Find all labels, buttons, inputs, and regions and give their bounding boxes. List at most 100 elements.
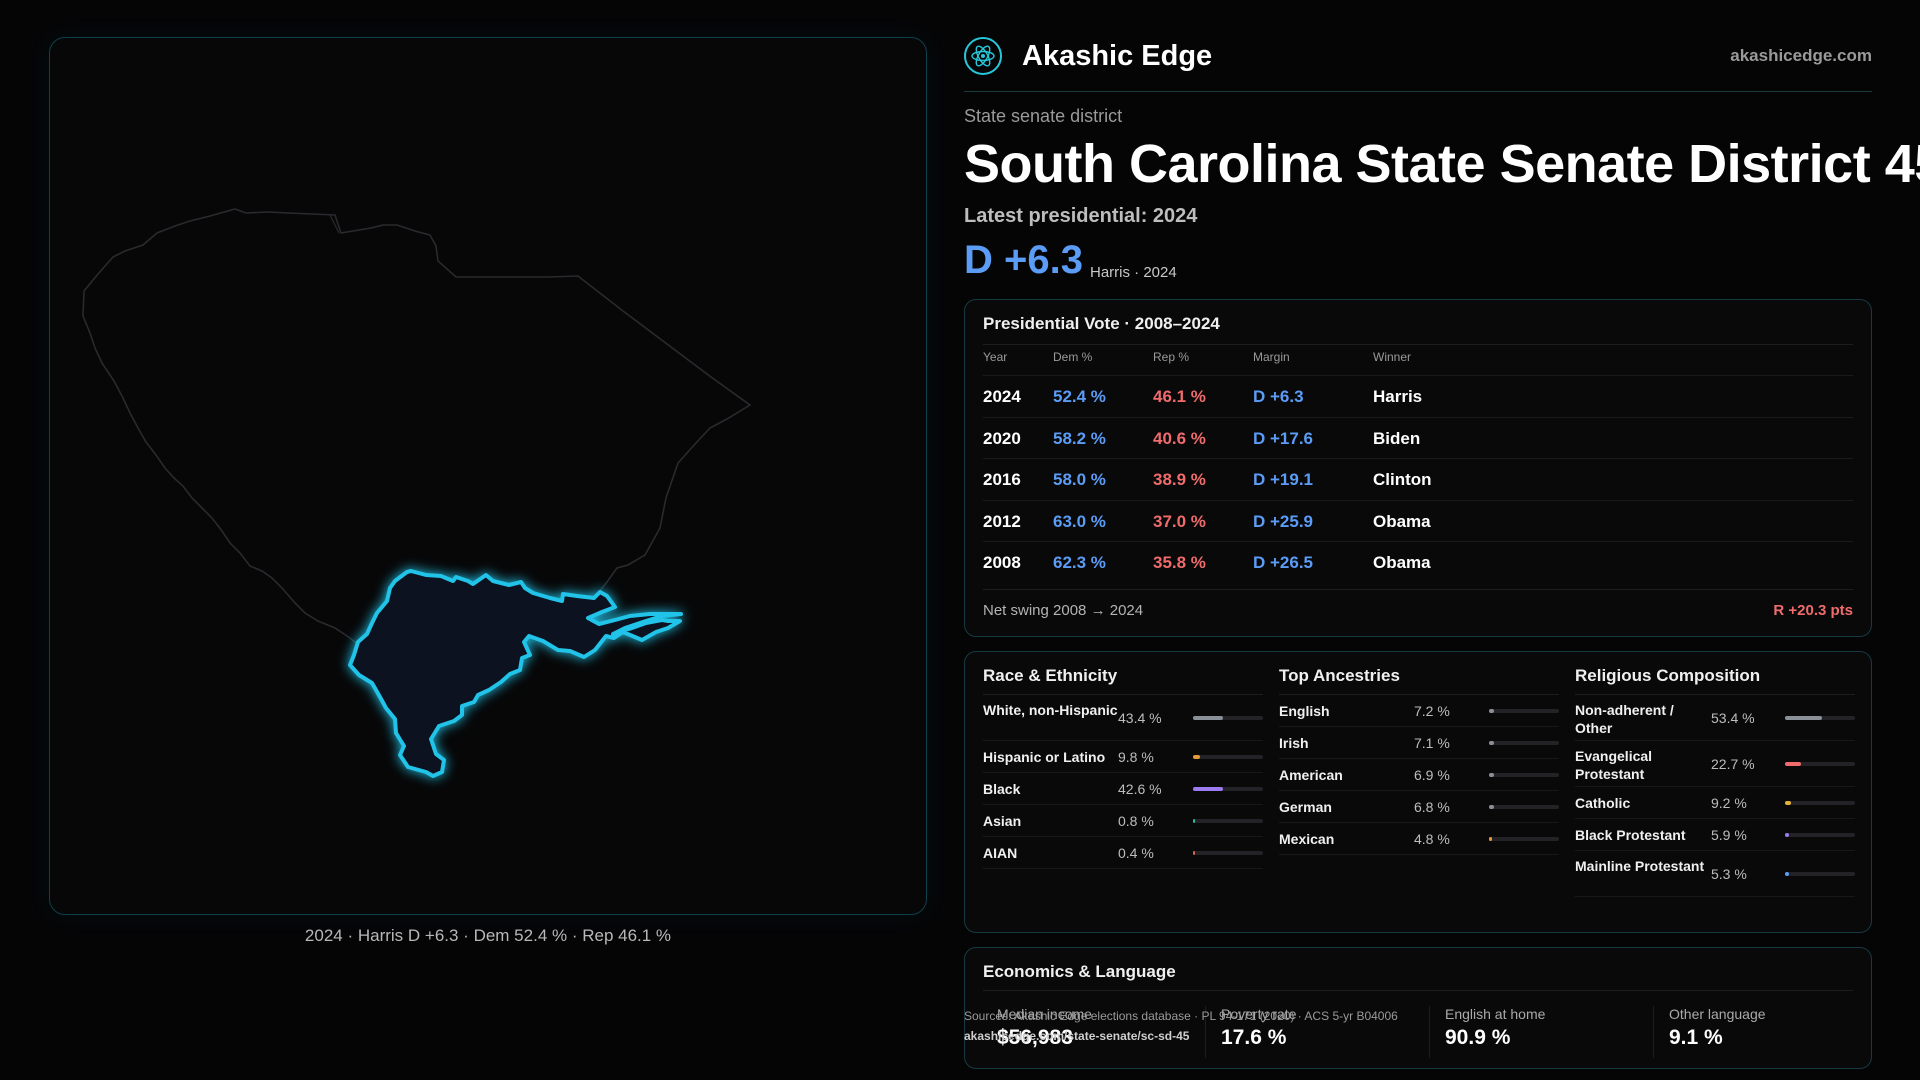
race-ethnicity-section: Race & Ethnicity White, non-Hispanic 43.4…	[983, 652, 1263, 932]
item-bar-fill	[1489, 741, 1494, 745]
item-percent: 0.4 %	[1118, 845, 1154, 861]
cell-winner: Harris	[1373, 387, 1423, 406]
net-swing-value: R +20.3 pts	[1773, 602, 1853, 619]
item-bar-fill	[1193, 851, 1195, 855]
table-row[interactable]: 2012 63.0 % 37.0 % D +25.9 Obama	[983, 499, 1853, 541]
divider	[983, 694, 1263, 695]
col-winner: Winner	[1373, 350, 1412, 364]
divider	[983, 589, 1853, 590]
latest-margin-sub: Harris · 2024	[1090, 264, 1177, 281]
county-line	[329, 214, 340, 234]
list-item: Black Protestant 5.9 %	[1575, 819, 1855, 851]
cell-rep: 38.9 %	[1153, 470, 1206, 489]
divider	[1205, 1006, 1206, 1058]
economics-title: Economics & Language	[983, 962, 1176, 981]
stat-label: Median income	[997, 1006, 1092, 1022]
stat-label: Other language	[1669, 1006, 1766, 1022]
item-bar-fill	[1785, 801, 1792, 805]
item-label: Non-adherent / Other	[1575, 702, 1674, 736]
source-line: Sources: Akashic Edge elections database…	[964, 1009, 1398, 1023]
item-label: Black Protestant	[1575, 827, 1686, 843]
divider	[1653, 1006, 1654, 1058]
item-percent: 43.4 %	[1118, 710, 1162, 726]
item-bar-fill	[1489, 805, 1494, 809]
header-divider	[964, 91, 1872, 92]
item-percent: 6.8 %	[1414, 799, 1450, 815]
cell-year: 2020	[983, 428, 1021, 448]
cell-dem: 58.0 %	[1053, 470, 1106, 489]
brand-name[interactable]: Akashic Edge	[1022, 39, 1213, 72]
table-row[interactable]: 2020 58.2 % 40.6 % D +17.6 Biden	[983, 416, 1853, 458]
table-row[interactable]: 2008 62.3 % 35.8 % D +26.5 Obama	[983, 541, 1853, 582]
item-label: English	[1279, 703, 1330, 719]
divider	[1279, 694, 1559, 695]
item-bar-fill	[1193, 787, 1223, 791]
item-label: Black	[983, 781, 1021, 797]
district-map[interactable]	[49, 37, 927, 915]
source-note: Sources: Akashic Edge elections database…	[964, 1006, 1398, 1046]
cell-year: 2024	[983, 387, 1021, 406]
item-bar	[1193, 819, 1263, 823]
item-bar	[1193, 755, 1263, 759]
item-bar-fill	[1785, 833, 1790, 837]
item-percent: 4.8 %	[1414, 831, 1450, 847]
item-percent: 9.2 %	[1711, 795, 1747, 811]
table-row[interactable]: 2016 58.0 % 38.9 % D +19.1 Clinton	[983, 458, 1853, 499]
latest-presidential-label: Latest presidential: 2024	[964, 205, 1198, 227]
latest-margin: D +6.3	[964, 238, 1083, 282]
map-caption: 2024 · Harris D +6.3 · Dem 52.4 % · Rep …	[304, 926, 672, 945]
cell-rep: 35.8 %	[1153, 553, 1206, 572]
cell-rep: 46.1 %	[1153, 387, 1206, 406]
economic-stat: Poverty rate 17.6 %	[1221, 1006, 1296, 1058]
cell-year: 2008	[983, 553, 1021, 572]
table-row[interactable]: 2024 52.4 % 46.1 % D +6.3 Harris	[983, 375, 1853, 416]
economic-stat: English at home 90.9 %	[1445, 1006, 1545, 1058]
stat-value: $56,983	[997, 1026, 1073, 1049]
divider	[1575, 694, 1855, 695]
atom-icon[interactable]	[964, 37, 1002, 75]
list-item: Mexican 4.8 %	[1279, 823, 1559, 855]
item-bar	[1193, 716, 1263, 720]
source-url[interactable]: akashicedge.com/state-senate/sc-sd-45	[964, 1029, 1190, 1043]
item-bar	[1193, 851, 1263, 855]
divider	[983, 344, 1853, 345]
item-percent: 53.4 %	[1711, 710, 1755, 726]
item-bar	[1489, 805, 1559, 809]
stat-value: 9.1 %	[1669, 1026, 1723, 1049]
item-percent: 0.8 %	[1118, 813, 1154, 829]
cell-rep: 40.6 %	[1153, 428, 1206, 448]
list-item: Evangelical Protestant 22.7 %	[1575, 741, 1855, 787]
stat-label: Poverty rate	[1221, 1006, 1297, 1022]
col-rep: Rep %	[1153, 350, 1190, 364]
item-percent: 22.7 %	[1711, 756, 1755, 772]
list-item: Catholic 9.2 %	[1575, 787, 1855, 819]
divider	[1429, 1006, 1430, 1058]
ancestry-section: Top Ancestries English 7.2 % Irish 7.1 % Ame…	[1279, 652, 1559, 932]
cell-winner: Obama	[1373, 511, 1431, 531]
religion-section: Religious Composition Non-adherent / Oth…	[1575, 652, 1855, 932]
cell-winner: Biden	[1373, 428, 1421, 448]
religion-title: Religious Composition	[1575, 666, 1761, 685]
page-title: South Carolina State Senate District 45	[964, 134, 1920, 194]
stat-value: 17.6 %	[1221, 1026, 1287, 1049]
cell-year: 2012	[983, 511, 1021, 531]
economic-stat: Median income $56,983	[997, 1006, 1092, 1058]
cell-dem: 63.0 %	[1053, 511, 1106, 531]
cell-margin: D +25.9	[1253, 511, 1314, 531]
col-year: Year	[983, 350, 1008, 364]
list-item: Non-adherent / Other 53.4 %	[1575, 695, 1855, 741]
list-item: American 6.9 %	[1279, 759, 1559, 791]
cell-rep: 37.0 %	[1153, 511, 1206, 531]
ancestry-title: Top Ancestries	[1279, 666, 1400, 685]
item-bar-fill	[1193, 716, 1224, 720]
cell-winner: Obama	[1373, 553, 1431, 572]
item-percent: 5.3 %	[1711, 866, 1747, 882]
list-item: AIAN 0.4 %	[983, 837, 1263, 869]
item-bar-fill	[1489, 709, 1495, 713]
item-label: German	[1279, 799, 1332, 815]
stat-value: 90.9 %	[1445, 1026, 1511, 1049]
item-bar	[1489, 709, 1559, 713]
item-bar-fill	[1785, 716, 1823, 720]
brand-url[interactable]: akashicedge.com	[1730, 46, 1872, 65]
district-shape[interactable]	[348, 569, 683, 778]
